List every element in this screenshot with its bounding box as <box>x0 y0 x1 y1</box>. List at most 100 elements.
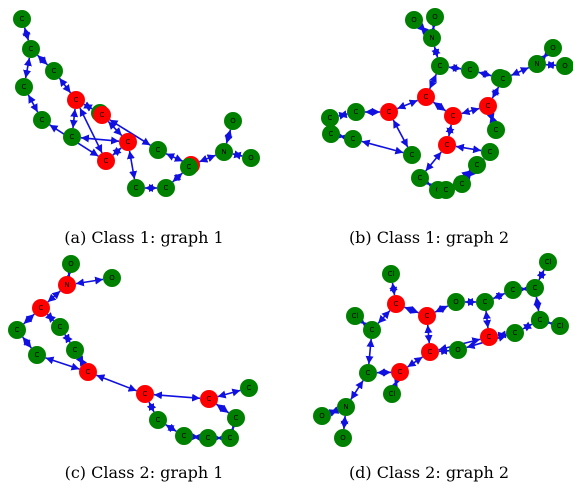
node-a16: C <box>180 158 198 176</box>
node-circle-a17 <box>215 143 233 161</box>
node-d13: C <box>480 328 498 346</box>
node-circle-c15 <box>175 427 193 445</box>
node-label-c16: C <box>206 434 211 442</box>
node-label-c3: O <box>109 274 115 282</box>
node-circle-b1 <box>405 11 423 29</box>
node-label-c5: C <box>15 326 20 334</box>
edge-b8-b9 <box>538 49 552 63</box>
node-d1: Cl <box>382 265 400 283</box>
node-label-d23: O <box>340 434 346 442</box>
node-d10: Cl <box>539 253 557 271</box>
node-a10: C <box>93 106 111 124</box>
edge-a15-a16 <box>172 172 183 183</box>
node-label-a11: C <box>126 138 131 146</box>
node-circle-d17 <box>531 311 549 329</box>
node-circle-b10 <box>556 57 573 75</box>
node-c14: C <box>227 409 245 427</box>
edge-a13-a17 <box>199 154 216 163</box>
node-circle-a3 <box>15 78 33 96</box>
node-label-b9: O <box>550 44 556 52</box>
edge-b12-b13 <box>432 101 447 112</box>
edge-d2-d5 <box>404 306 419 314</box>
node-b21: C <box>481 143 499 161</box>
node-a14: C <box>127 179 145 197</box>
node-circle-b12 <box>417 88 435 106</box>
node-label-a7: C <box>74 96 79 104</box>
node-circle-d23 <box>334 429 352 447</box>
node-c16: C <box>199 429 217 447</box>
node-c8: C <box>66 341 84 359</box>
node-b27: C <box>453 175 471 193</box>
node-d3: Cl <box>346 307 364 325</box>
node-label-b18: C <box>351 135 356 143</box>
node-circle-c2 <box>58 276 76 294</box>
edge-b7-b8 <box>510 66 530 77</box>
node-circle-d4 <box>363 321 381 339</box>
edge-c9-c10 <box>96 374 137 392</box>
node-circle-b21 <box>481 143 499 161</box>
node-label-b20: C <box>418 174 423 182</box>
node-label-d14: C <box>428 348 433 356</box>
node-circle-a6 <box>63 128 81 146</box>
node-circle-d1 <box>382 265 400 283</box>
node-circle-d6 <box>447 293 465 311</box>
node-c1: O <box>62 255 80 273</box>
node-label-d13: C <box>487 333 492 341</box>
node-label-d3: Cl <box>352 312 359 320</box>
node-circle-b23 <box>487 121 505 139</box>
node-label-a2: C <box>29 45 34 53</box>
edge-d19-d21 <box>350 380 364 400</box>
node-c2: N <box>58 276 76 294</box>
caption-class2-graph2: (d) Class 2: graph 2 <box>349 463 509 482</box>
node-d2: C <box>387 295 405 313</box>
node-circle-d18 <box>391 363 409 381</box>
edge-a10-a12 <box>109 119 151 146</box>
node-label-c13: C <box>156 416 161 424</box>
node-label-c1: O <box>68 260 74 268</box>
node-label-c14: C <box>234 414 239 422</box>
node-circle-b11 <box>380 103 398 121</box>
edge-c4-c6 <box>45 312 56 323</box>
caption-class1-graph2: (b) Class 1: graph 2 <box>349 228 509 247</box>
edge-d7-d13 <box>482 310 492 329</box>
edge-b22-b7 <box>491 86 500 99</box>
node-a3: C <box>15 78 33 96</box>
edge-b13-b22 <box>461 106 480 116</box>
node-c12: C <box>240 379 258 397</box>
node-a7: C <box>67 91 85 109</box>
node-b18: C <box>344 130 362 148</box>
node-c11: C <box>200 390 218 408</box>
node-b23: C <box>487 121 505 139</box>
node-a8: C <box>97 152 115 170</box>
edge-d7-d8 <box>492 291 506 301</box>
node-circle-a8 <box>97 152 115 170</box>
node-label-c2: N <box>64 281 69 289</box>
node-circle-d10 <box>539 253 557 271</box>
node-circle-b9 <box>544 39 562 57</box>
edge-c13-c15 <box>165 423 177 433</box>
node-c10: C <box>136 385 154 403</box>
node-circle-d5 <box>418 307 436 325</box>
edge-d21-d23 <box>340 415 349 430</box>
node-c15: C <box>175 427 193 445</box>
node-d12: Cl <box>551 317 569 335</box>
node-circle-d19 <box>359 364 377 382</box>
node-b26: C <box>468 156 486 174</box>
node-label-d5: C <box>425 312 430 320</box>
edge-b17-b18 <box>361 139 404 155</box>
edge-layer <box>328 269 558 430</box>
node-d18: C <box>391 363 409 381</box>
node-label-a17: N <box>221 148 226 156</box>
node-circle-a19 <box>242 149 260 167</box>
edge-d4-d2 <box>377 310 391 324</box>
node-label-c6: C <box>58 323 63 331</box>
edge-d13-d16 <box>497 330 507 340</box>
node-a15: C <box>157 179 175 197</box>
node-circle-b27 <box>453 175 471 193</box>
node-a5: C <box>33 111 51 129</box>
node-label-c10: C <box>143 390 148 398</box>
edge-c1-c2 <box>63 267 75 282</box>
node-label-a10: C <box>100 111 105 119</box>
node-d15: O <box>449 341 467 359</box>
node-circle-a4 <box>45 62 63 80</box>
